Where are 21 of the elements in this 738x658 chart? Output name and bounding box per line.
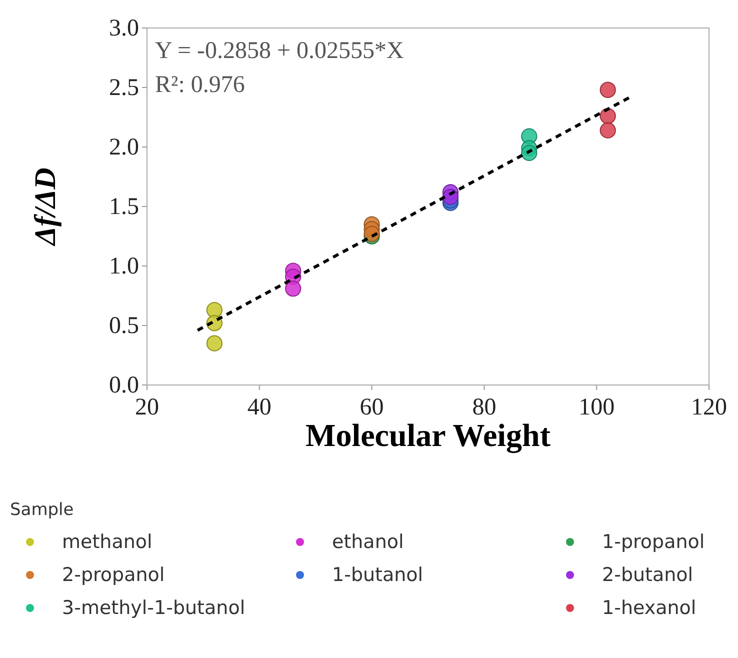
legend-label: 3-methyl-1-butanol bbox=[62, 597, 246, 619]
legend-label: 1-butanol bbox=[332, 564, 424, 586]
legend-label: ethanol bbox=[332, 531, 404, 553]
y-tick-label: 1.5 bbox=[109, 194, 139, 220]
y-tick-label: 2.5 bbox=[109, 75, 139, 102]
y-tick-label: 0.5 bbox=[109, 313, 139, 340]
legend-label: 1-hexanol bbox=[602, 597, 696, 619]
annotation: R²: 0.976 bbox=[155, 72, 245, 98]
x-tick-label: 100 bbox=[578, 394, 615, 421]
y-tick-label: 3.0 bbox=[109, 16, 139, 42]
legend-label: methanol bbox=[62, 531, 152, 553]
y-tick-label: 2.0 bbox=[109, 134, 139, 161]
legend-label: 1-propanol bbox=[602, 531, 705, 553]
legend-label: 2-propanol bbox=[62, 564, 165, 586]
y-axis-title: Δf/ΔD bbox=[29, 168, 62, 246]
x-tick-label: 120 bbox=[691, 394, 727, 421]
legend-label: 2-butanol bbox=[602, 564, 694, 586]
y-tick-label: 1.0 bbox=[109, 254, 139, 280]
legend-title: Sample bbox=[10, 500, 74, 520]
annotation: Y = -0.2858 + 0.02555*X bbox=[155, 38, 404, 64]
x-tick-label: 40 bbox=[247, 394, 272, 421]
